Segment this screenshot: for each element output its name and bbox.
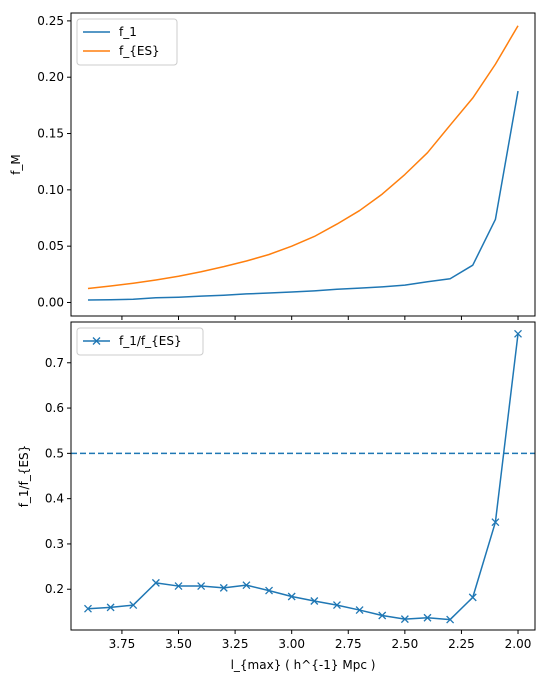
data-point-marker [400,615,409,624]
bottom-x-tick-label: 2.25 [448,637,475,651]
top-series-layer [87,25,519,301]
bottom-x-tick-label: 3.25 [222,637,249,651]
top-plot-frame [70,12,536,317]
top-y-tick-label: 0.05 [37,239,64,253]
top-series-line-0 [87,90,519,301]
data-point-marker [446,615,455,624]
top-x-ticks [121,316,519,320]
data-point-marker [514,329,522,338]
data-point-marker [197,582,206,591]
data-point-marker [332,601,341,610]
top-y-tick-label: 0.10 [37,183,64,197]
bottom-y-tick-label: 0.4 [45,492,64,506]
data-point-marker [491,518,500,527]
bottom-y-tick-label: 0.5 [45,446,64,460]
data-point-marker [129,601,138,610]
bottom-x-axis-label: l_{max} ( h^{-1} Mpc ) [231,658,376,672]
top-panel: 0.00 0.05 0.10 0.15 0.20 0.25 f_M f_1 f_{ES} [9,12,536,320]
top-y-tick-label: 0.25 [37,14,64,28]
data-point-marker [265,586,274,595]
bottom-x-tick-label: 2.00 [505,637,532,651]
data-point-marker [287,592,296,601]
data-point-marker [219,583,228,592]
data-point-marker [378,611,387,620]
top-legend-box [76,18,178,66]
top-y-tick-label: 0.15 [37,127,64,141]
data-point-marker [355,606,364,615]
data-point-marker [84,604,92,613]
bottom-plot-frame [70,321,536,631]
bottom-y-tick-label: 0.6 [45,401,64,415]
bottom-y-tick-label: 0.3 [45,537,64,551]
data-point-marker [174,582,183,591]
bottom-legend-box [76,327,204,356]
top-y-tick-label: 0.20 [37,70,64,84]
bottom-x-tick-label: 3.50 [165,637,192,651]
bottom-y-ticks: 0.2 0.3 0.4 0.5 0.6 0.7 [45,356,71,596]
top-legend-label: f_{ES} [119,44,160,58]
bottom-legend: f_1/f_{ES} [76,327,204,356]
bottom-x-ticks: 3.75 3.50 3.25 3.00 2.75 2.50 2.25 2.00 [109,630,532,651]
data-point-marker [468,593,477,602]
top-legend-label: f_1 [119,25,137,39]
bottom-x-tick-label: 3.75 [109,637,136,651]
top-y-axis-label: f_M [9,154,23,175]
bottom-x-tick-label: 2.75 [335,637,362,651]
top-series-line-1 [87,25,519,290]
bottom-y-axis-label: f_1/f_{ES} [17,445,31,508]
data-point-marker [423,613,432,622]
data-point-marker [151,578,160,587]
bottom-y-tick-label: 0.7 [45,356,64,370]
top-y-tick-label: 0.00 [37,295,64,309]
bottom-y-tick-label: 0.2 [45,582,64,596]
bottom-legend-label: f_1/f_{ES} [119,334,182,348]
bottom-x-tick-label: 2.50 [391,637,418,651]
bottom-series-layer [71,329,535,624]
top-y-ticks: 0.00 0.05 0.10 0.15 0.20 0.25 [37,14,71,309]
bottom-panel: 3.75 3.50 3.25 3.00 2.75 2.50 2.25 2.00 0.20.30… [17,321,536,672]
data-point-marker [242,581,251,590]
bottom-series-line-0 [87,333,519,621]
top-legend: f_1 f_{ES} [76,18,178,66]
data-point-marker [106,603,115,612]
bottom-x-tick-label: 3.00 [278,637,305,651]
data-point-marker [310,597,319,605]
